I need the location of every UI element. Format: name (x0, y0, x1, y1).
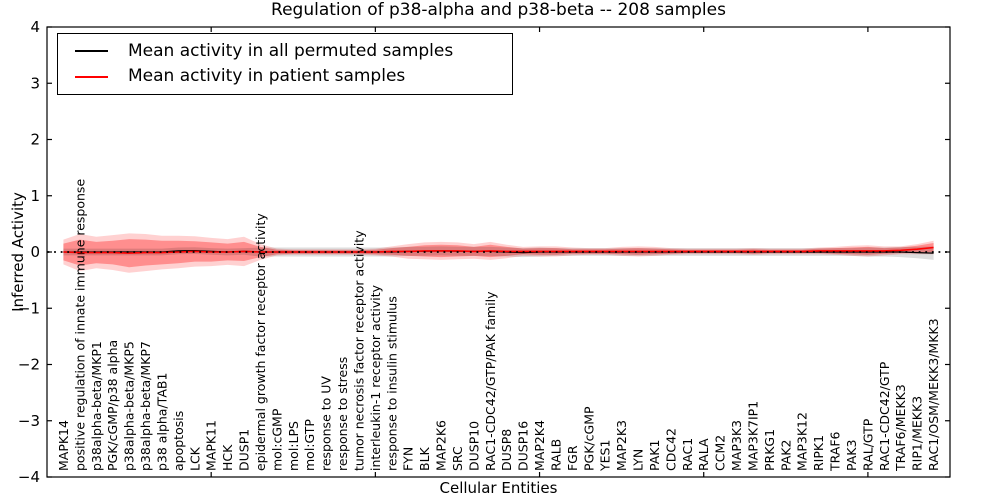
legend-item-patient: Mean activity in patient samples (58, 68, 512, 85)
band-permuted-samples-spread (63, 246, 934, 260)
x-tick-label: PAK1 (647, 440, 662, 471)
x-tick-label: PGK/cGMP/p38 alpha (105, 340, 120, 471)
x-tick-label: RIP1/MEKK3 (910, 396, 925, 471)
x-tick-label: apoptosis (171, 411, 186, 471)
x-tick-label: tumor necrosis factor receptor activity (351, 230, 366, 471)
x-tick-label: RAL/GTP (860, 418, 875, 471)
x-tick-label: MAP2K3 (614, 420, 629, 471)
x-tick-label: p38 alpha/TAB1 (154, 373, 169, 471)
y-tick-label: 4 (30, 18, 40, 36)
legend-box: Mean activity in all permuted samples Me… (57, 33, 513, 95)
x-tick-label: epidermal growth factor receptor activit… (253, 213, 268, 471)
x-tick-label: DUSP10 (466, 421, 481, 471)
x-tick-label: response to stress (335, 357, 350, 471)
x-tick-label: MAP2K4 (532, 420, 547, 471)
y-tick-label: 3 (30, 74, 40, 92)
x-tick-label: MAP2K6 (434, 420, 449, 471)
x-tick-label: CDC42 (663, 428, 678, 471)
y-tick-label: 0 (30, 243, 40, 261)
x-tick-label: response to insulin stimulus (384, 296, 399, 471)
x-tick-label: mol:cGMP (269, 408, 284, 471)
x-tick-label: MAPK11 (204, 420, 219, 471)
x-tick-label: RIPK1 (811, 435, 826, 471)
y-tick-label: −4 (18, 468, 40, 486)
band-patient-samples-spread-outer- (63, 233, 934, 273)
x-axis-label: Cellular Entities (439, 479, 558, 497)
x-tick-label: MAPK14 (56, 420, 71, 471)
x-tick-label: PRKG1 (762, 429, 777, 471)
x-tick-label: MAP3K3 (729, 420, 744, 471)
mean-line-patient (63, 246, 934, 254)
x-tick-label: RAC1 (680, 438, 695, 471)
x-tick-label: RAC1-CDC42/GTP/PAK family (483, 291, 498, 471)
x-tick-label: RAC1-CDC42/GTP (877, 361, 892, 471)
x-tick-label: FYN (401, 447, 416, 471)
x-tick-label: positive regulation of innate immune res… (72, 179, 87, 471)
legend-label-permuted: Mean activity in all permuted samples (128, 40, 454, 61)
chart-title: Regulation of p38-alpha and p38-beta -- … (271, 0, 726, 20)
y-tick-label: −3 (18, 412, 40, 430)
x-tick-label: LCK (187, 446, 202, 471)
y-axis-label: Inferred Activity (9, 192, 27, 312)
x-tick-label: RALA (696, 438, 711, 471)
x-tick-label: PGK/cGMP (581, 406, 596, 471)
x-tick-label: MAP3K12 (795, 412, 810, 471)
x-tick-label: PAK3 (844, 440, 859, 471)
x-tick-label: p38alpha-beta/MKP1 (89, 341, 104, 471)
x-tick-label: interleukin-1 receptor activity (368, 284, 383, 471)
x-tick-label: response to UV (319, 376, 334, 471)
y-tick-label: 1 (30, 187, 40, 205)
x-tick-label: RALB (548, 439, 563, 471)
legend-item-permuted: Mean activity in all permuted samples (58, 40, 512, 61)
x-tick-label: BLK (417, 446, 432, 471)
x-tick-label: p38alpha-beta/MKP5 (122, 341, 137, 471)
x-tick-label: p38alpha-beta/MKP7 (138, 341, 153, 471)
x-tick-label: LYN (631, 449, 646, 471)
x-tick-label: DUSP1 (237, 429, 252, 471)
x-tick-label: MAP3K7IP1 (745, 401, 760, 471)
x-tick-label: FGR (565, 445, 580, 471)
x-tick-label: YES1 (598, 440, 613, 472)
x-tick-label: CCM2 (713, 435, 728, 471)
x-tick-label: mol:LPS (286, 421, 301, 471)
permuted-line-swatch (75, 50, 108, 53)
x-tick-label: TRAF6 (828, 431, 843, 472)
x-tick-label: DUSP8 (499, 429, 514, 471)
x-tick-label: SRC (450, 446, 465, 471)
x-tick-label: PAK2 (778, 440, 793, 471)
x-tick-label: RAC1/OSM/MEKK3/MKK3 (926, 318, 941, 471)
x-tick-label: mol:GTP (302, 419, 317, 471)
y-tick-label: 2 (30, 131, 40, 149)
x-tick-label: HCK (220, 444, 235, 471)
x-tick-label: DUSP16 (516, 421, 531, 471)
y-tick-label: −1 (18, 299, 40, 317)
band-patient-samples-spread-inner- (63, 239, 934, 268)
patient-line-swatch (75, 75, 108, 78)
y-tick-label: −2 (18, 356, 40, 374)
legend-label-patient: Mean activity in patient samples (128, 66, 406, 87)
x-tick-label: TRAF6/MEKK3 (893, 384, 908, 472)
